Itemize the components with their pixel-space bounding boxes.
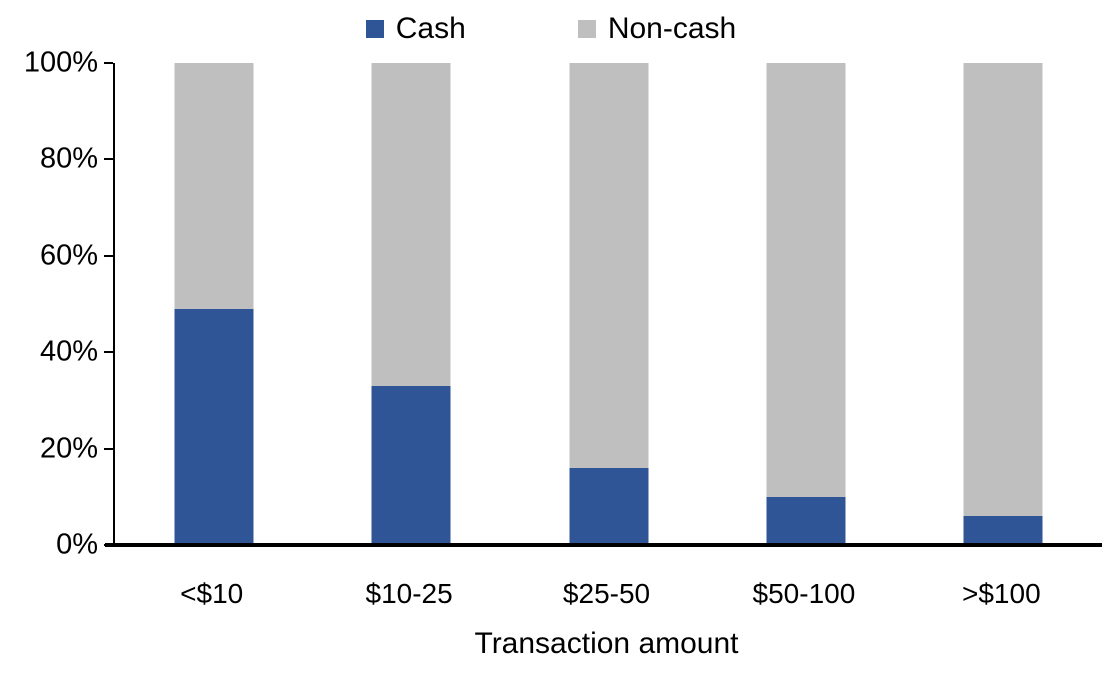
y-axis-tick <box>104 351 113 354</box>
y-tick-label: 100% <box>23 46 98 79</box>
bar-slot <box>115 63 312 545</box>
y-tick-label: 60% <box>39 239 98 272</box>
bar-stack <box>371 63 451 545</box>
y-tick-label: 80% <box>39 142 98 175</box>
y-tick-label: 40% <box>39 335 98 368</box>
x-tick-label: >$100 <box>962 578 1041 609</box>
bar-segment-non-cash <box>371 63 451 386</box>
bar-stack <box>174 63 254 545</box>
x-axis-title: Transaction amount <box>474 627 739 660</box>
y-tick-label: 0% <box>56 528 98 561</box>
cash-swatch-icon <box>365 20 384 38</box>
legend-label-cash: Cash <box>395 12 466 45</box>
legend-item-noncash: Non-cash <box>577 12 737 46</box>
bar-segment-cash <box>569 467 649 545</box>
bar-segment-cash <box>766 496 846 545</box>
legend: Cash Non-cash <box>0 11 1102 47</box>
bar-slot <box>312 63 509 545</box>
bar-stack <box>766 63 846 545</box>
bar-segment-non-cash <box>569 63 649 468</box>
bar-segment-cash <box>371 385 451 545</box>
bar-slot <box>510 63 707 545</box>
bar-segment-non-cash <box>174 63 254 309</box>
y-axis-tick <box>104 447 113 450</box>
x-tick-labels: <$10 $10-25 $25-50 $50-100 >$100 <box>113 577 1100 610</box>
x-tick-label: $50-100 <box>752 578 856 609</box>
y-tick-label: 20% <box>39 432 98 465</box>
x-tick-label: <$10 <box>180 578 244 609</box>
x-tick-label: $25-50 <box>562 578 651 609</box>
x-tick-label: $10-25 <box>365 578 453 609</box>
legend-item-cash: Cash <box>365 12 466 46</box>
bar-segment-cash <box>963 516 1043 545</box>
x-axis-line <box>105 543 1102 547</box>
plot-area <box>113 63 1102 545</box>
bar-slot <box>707 63 904 545</box>
bar-slot <box>905 63 1102 545</box>
bar-stack <box>963 63 1043 545</box>
y-axis-tick <box>104 158 113 161</box>
noncash-swatch-icon <box>577 20 596 38</box>
bar-segment-non-cash <box>963 63 1043 517</box>
bar-stack <box>569 63 649 545</box>
y-axis-tick <box>104 254 113 257</box>
y-axis-tick <box>104 62 113 64</box>
legend-label-noncash: Non-cash <box>607 12 737 45</box>
bar-segment-non-cash <box>766 63 846 497</box>
bar-segment-cash <box>174 308 254 545</box>
